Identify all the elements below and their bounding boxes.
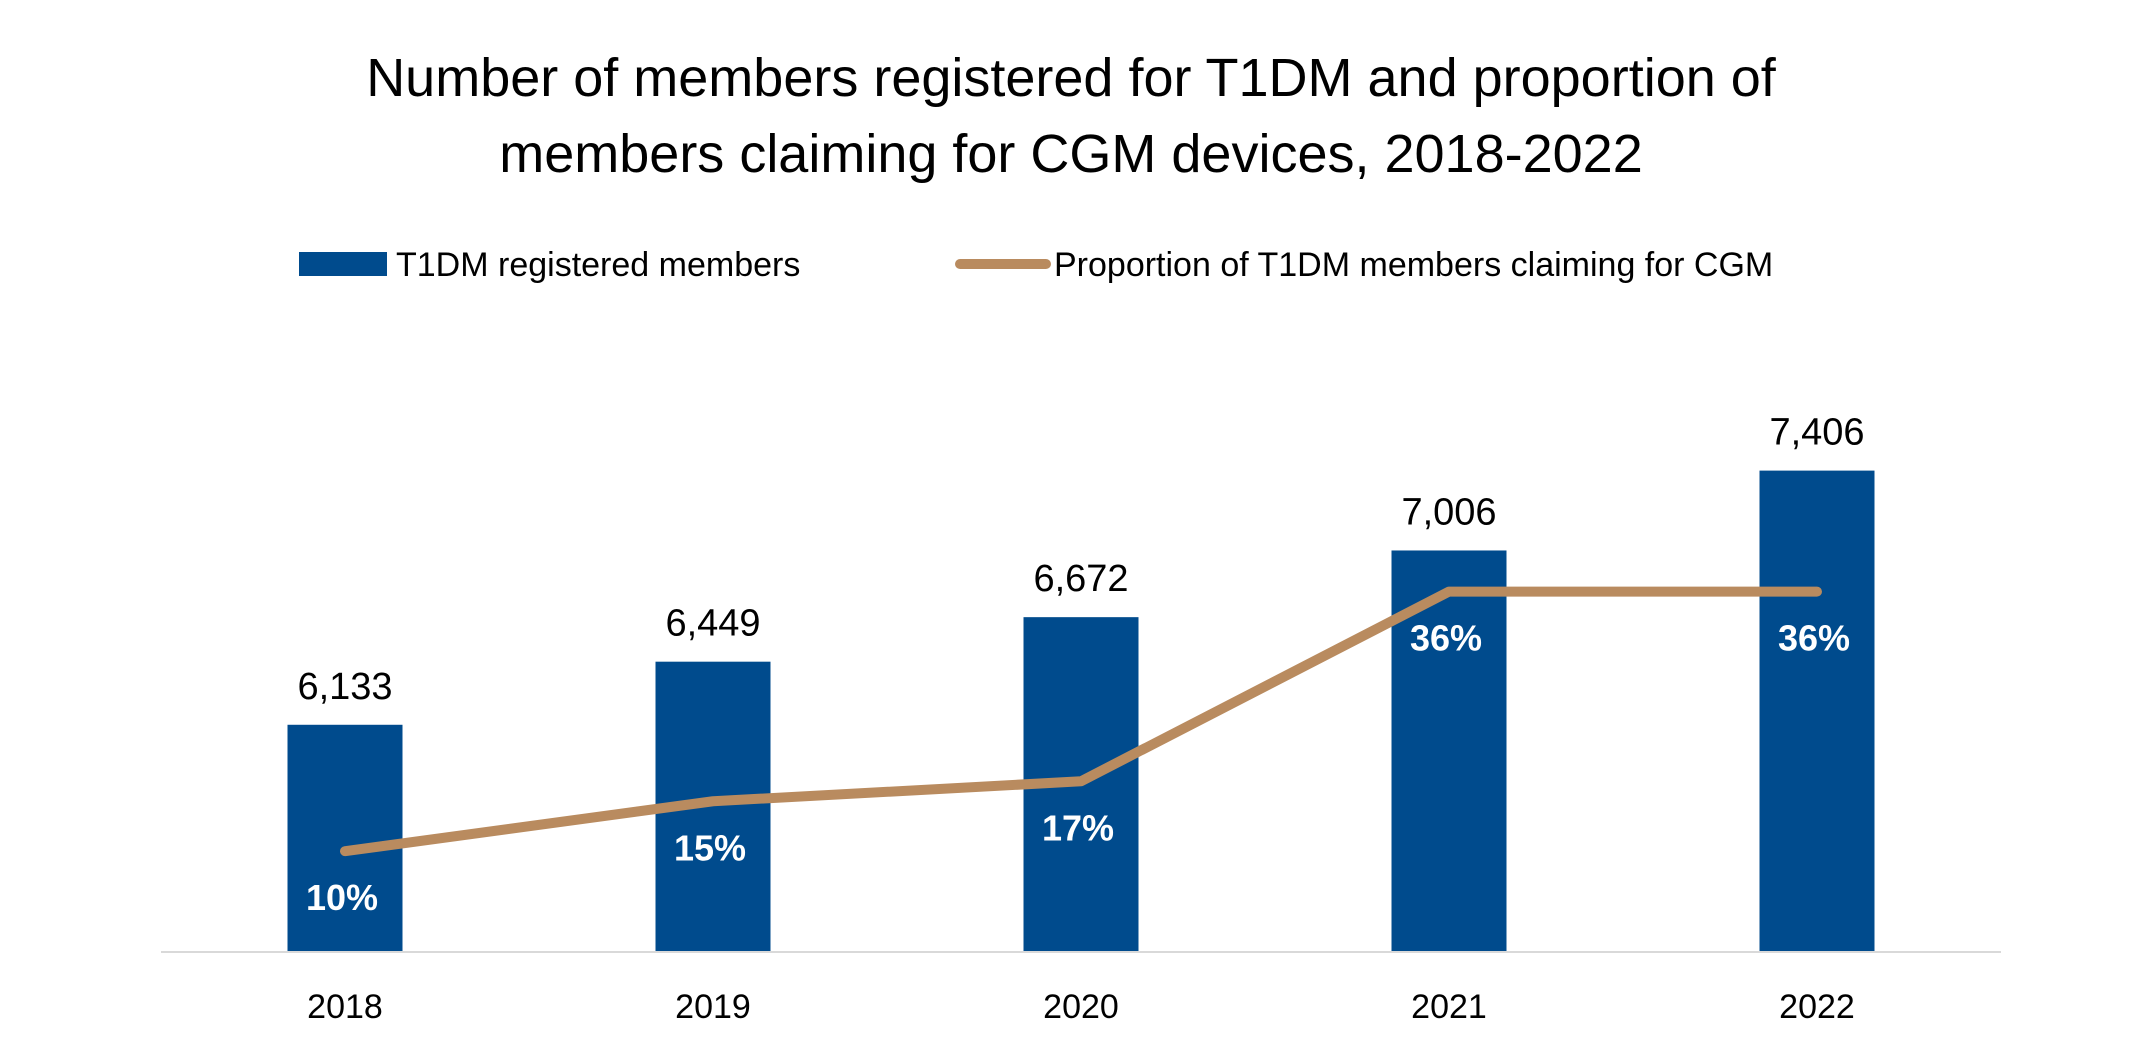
bar-2022 [1759, 470, 1875, 951]
chart-title-line-1: Number of members registered for T1DM an… [366, 48, 1777, 108]
bar-value-label: 6,133 [297, 666, 392, 708]
bar-2018 [287, 724, 403, 951]
plot-area: 6,133 6,449 6,672 7,006 7,406 10% 15% 17% 36% 36%… [161, 412, 2001, 1026]
x-tick-label: 2021 [1411, 988, 1487, 1026]
bar-value-label: 7,406 [1769, 412, 1864, 454]
chart-title-line-2: members claiming for CGM devices, 2018-2… [499, 124, 1642, 184]
x-tick-label: 2019 [675, 988, 751, 1026]
bar-2021 [1391, 550, 1507, 951]
legend-label-line: Proportion of T1DM members claiming for … [1054, 246, 1773, 284]
x-tick-label: 2018 [307, 988, 383, 1026]
line-value-label: 17% [1042, 807, 1114, 848]
x-tick-label: 2020 [1043, 988, 1119, 1026]
bar-value-label: 6,449 [665, 603, 760, 645]
line-value-label: 10% [306, 877, 378, 918]
line-value-label: 36% [1778, 618, 1850, 659]
bar-value-label: 6,672 [1033, 558, 1128, 600]
x-tick-label: 2022 [1779, 988, 1855, 1026]
line-value-label: 36% [1410, 618, 1482, 659]
legend: T1DM registered members Proportion of T1… [299, 246, 1773, 284]
line-value-label: 15% [674, 827, 746, 868]
legend-swatch-bars [299, 252, 387, 276]
bar-value-label: 7,006 [1401, 491, 1496, 533]
legend-label-bars: T1DM registered members [396, 246, 800, 284]
